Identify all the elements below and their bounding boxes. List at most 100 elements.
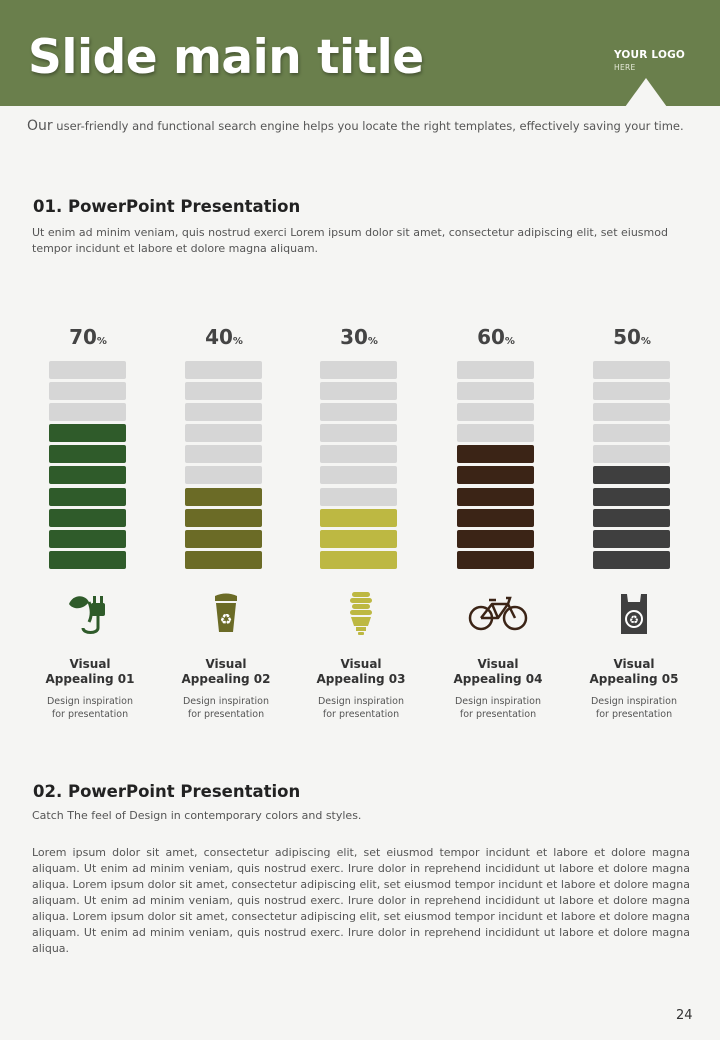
bar-segment-filled xyxy=(49,445,126,464)
page-number: 24 xyxy=(676,1008,693,1023)
section2-body: Lorem ipsum dolor sit amet, consectetur … xyxy=(32,846,690,955)
bar-segment-empty xyxy=(185,466,262,485)
bar-segment-filled xyxy=(185,529,262,548)
percent-label: 60% xyxy=(441,325,551,349)
item-label-line2: Appealing 02 xyxy=(181,672,271,686)
item-description: Design inspiration for presentation xyxy=(574,695,694,721)
bar-segment-empty xyxy=(185,445,262,464)
intro-rest: user-friendly and functional search engi… xyxy=(52,119,684,133)
percent-unit: % xyxy=(640,336,651,347)
bar-stack xyxy=(593,361,670,572)
percent-unit: % xyxy=(232,336,243,347)
item-description-line1: Design inspiration xyxy=(317,696,405,707)
bar-segment-filled xyxy=(49,508,126,527)
item-label-line1: Visual xyxy=(205,657,247,671)
item-description: Design inspiration for presentation xyxy=(30,695,150,721)
bar-segment-empty xyxy=(320,403,397,422)
item-description-line1: Design inspiration xyxy=(454,696,542,707)
bar-segment-filled xyxy=(320,550,397,569)
percent-label: 50% xyxy=(577,325,687,349)
bar-segment-empty xyxy=(457,403,534,422)
section2-heading: 02. PowerPoint Presentation xyxy=(33,782,301,801)
bar-segment-empty xyxy=(457,361,534,379)
item-description-line2: for presentation xyxy=(187,709,265,720)
item-label-line1: Visual xyxy=(340,657,382,671)
bar-segment-filled xyxy=(320,529,397,548)
bar-segment-filled xyxy=(185,550,262,569)
bar-segment-filled xyxy=(457,445,534,464)
bar-segment-filled xyxy=(320,508,397,527)
percent-value: 40 xyxy=(205,325,233,349)
bar-segment-empty xyxy=(185,403,262,422)
svg-text:♻: ♻ xyxy=(220,612,233,628)
bar-segment-filled xyxy=(49,466,126,485)
item-description-line1: Design inspiration xyxy=(590,696,678,707)
percent-label: 30% xyxy=(304,325,414,349)
bicycle-icon xyxy=(468,588,528,638)
percent-label: 40% xyxy=(169,325,279,349)
bar-segment-filled xyxy=(49,487,126,506)
bar-segment-empty xyxy=(320,361,397,379)
bar-segment-filled xyxy=(185,487,262,506)
item-label: Visual Appealing 01 xyxy=(30,657,150,687)
bar-stack xyxy=(457,361,534,572)
svg-text:♻: ♻ xyxy=(629,614,639,627)
percent-unit: % xyxy=(504,336,515,347)
slide-title: Slide main title xyxy=(28,30,424,85)
bar-segment-empty xyxy=(49,403,126,422)
percent-value: 60 xyxy=(477,325,505,349)
bar-segment-filled xyxy=(457,466,534,485)
bar-segment-empty xyxy=(593,361,670,379)
bar-segment-filled xyxy=(49,550,126,569)
percent-value: 30 xyxy=(340,325,368,349)
item-description-line2: for presentation xyxy=(322,709,400,720)
item-description-line1: Design inspiration xyxy=(182,696,270,707)
bar-segment-empty xyxy=(185,424,262,443)
bar-segment-empty xyxy=(49,382,126,401)
bar-segment-empty xyxy=(593,382,670,401)
logo-text: YOUR LOGO xyxy=(614,49,686,61)
recycle-bag-icon: ♻ xyxy=(609,588,659,638)
percent-value: 50 xyxy=(613,325,641,349)
bar-segment-filled xyxy=(593,487,670,506)
item-label-line1: Visual xyxy=(69,657,111,671)
logo-subtext: HERE xyxy=(614,63,636,72)
bar-segment-filled xyxy=(185,508,262,527)
percent-value: 70 xyxy=(69,325,97,349)
bar-segment-empty xyxy=(593,445,670,464)
item-description: Design inspiration for presentation xyxy=(166,695,286,721)
item-description: Design inspiration for presentation xyxy=(438,695,558,721)
item-label-line2: Appealing 03 xyxy=(316,672,406,686)
bar-segment-filled xyxy=(593,466,670,485)
energy-bulb-icon xyxy=(336,588,386,638)
intro-first-word: Our xyxy=(27,118,53,134)
section1-body: Ut enim ad minim veniam, quis nostrud ex… xyxy=(32,226,668,255)
bar-segment-empty xyxy=(320,424,397,443)
bar-segment-empty xyxy=(320,445,397,464)
bar-segment-filled xyxy=(49,424,126,443)
bar-segment-empty xyxy=(593,424,670,443)
bar-stack xyxy=(320,361,397,572)
bar-segment-empty xyxy=(185,382,262,401)
bar-segment-empty xyxy=(457,424,534,443)
item-description-line2: for presentation xyxy=(459,709,537,720)
bar-segment-filled xyxy=(457,508,534,527)
item-label: Visual Appealing 05 xyxy=(574,657,694,687)
bar-segment-filled xyxy=(49,529,126,548)
item-label-line2: Appealing 01 xyxy=(45,672,135,686)
intro-text: Our user-friendly and functional search … xyxy=(27,118,695,135)
bar-segment-empty xyxy=(593,403,670,422)
bar-stack xyxy=(49,361,126,572)
bar-segment-empty xyxy=(320,466,397,485)
bar-segment-empty xyxy=(457,382,534,401)
section1-heading: 01. PowerPoint Presentation xyxy=(33,197,301,216)
percent-unit: % xyxy=(367,336,378,347)
bar-stack xyxy=(185,361,262,572)
bar-segment-empty xyxy=(49,361,126,379)
item-label-line2: Appealing 04 xyxy=(453,672,543,686)
logo: YOUR LOGO HERE xyxy=(614,49,685,72)
bar-segment-filled xyxy=(457,529,534,548)
item-description-line2: for presentation xyxy=(595,709,673,720)
bar-segment-filled xyxy=(593,508,670,527)
percent-unit: % xyxy=(96,336,107,347)
